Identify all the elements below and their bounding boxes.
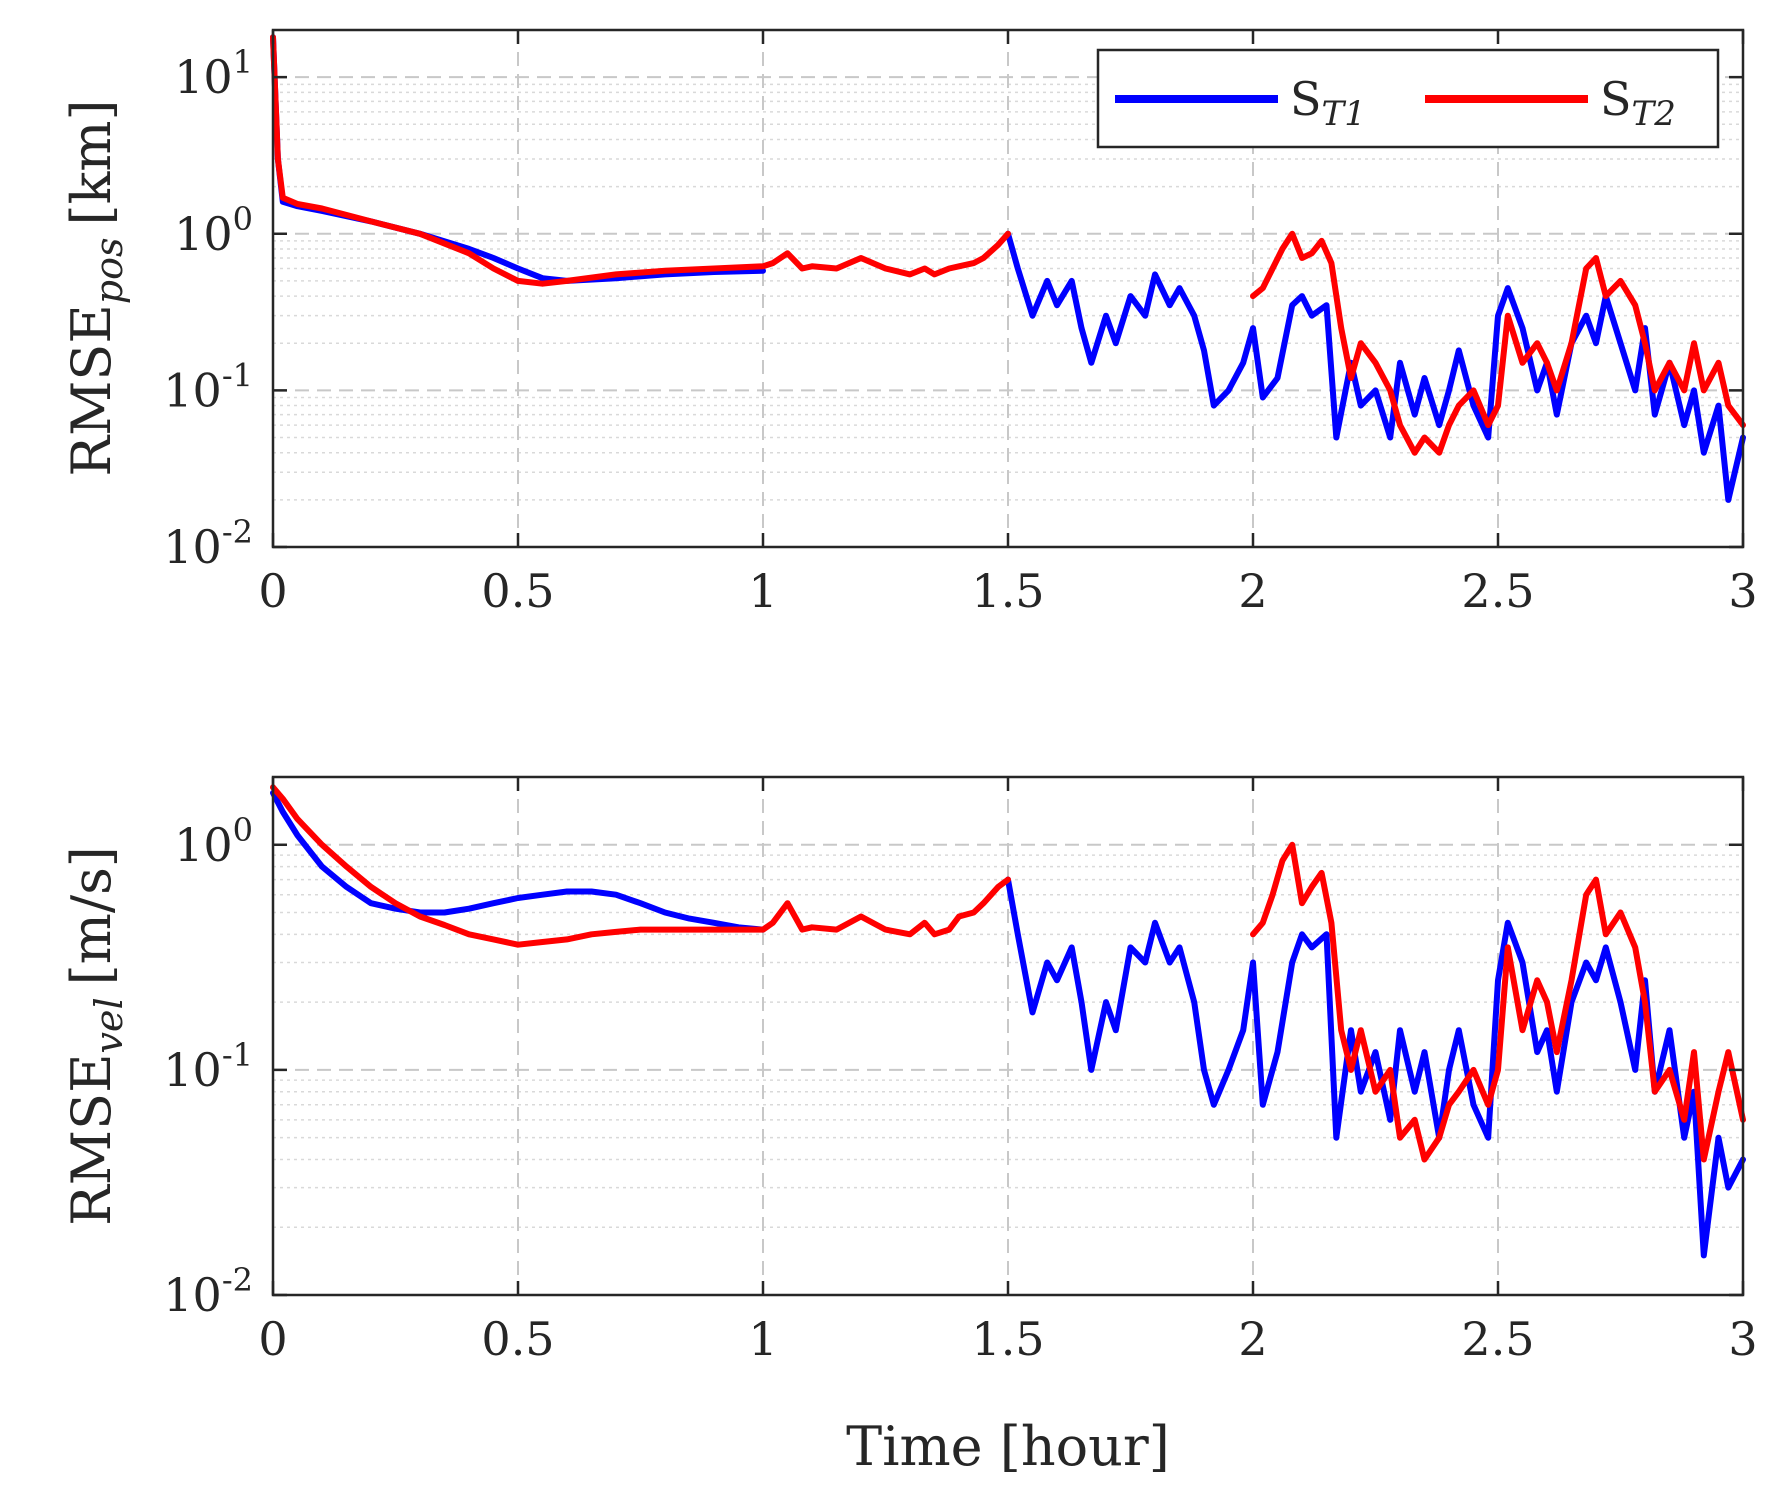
x-tick-label: 0	[258, 564, 287, 618]
x-tick-label: 2.5	[1461, 1312, 1534, 1366]
x-axis-label: Time [hour]	[846, 1415, 1170, 1478]
y-tick-label: 100	[174, 200, 253, 261]
x-tick-label: 0.5	[481, 1312, 554, 1366]
y-tick-label: 10-1	[163, 356, 253, 417]
bottom-panel: 10-2 10-1 100 0 0.5 1 1.5 2 2.5 3 RMSEvel [m/s] T…	[60, 775, 1758, 1478]
legend-label-s-t1: ST1	[1290, 72, 1366, 134]
top-y-ticks: 10-2 10-1 100 101	[163, 43, 1743, 574]
x-tick-label: 2	[1238, 1312, 1267, 1366]
series-line-s-t2	[1250, 841, 1746, 1163]
y-tick-label: 101	[174, 43, 253, 104]
x-tick-label: 1	[748, 564, 777, 618]
y-tick-label: 10-1	[163, 1036, 253, 1097]
y-tick-label: 10-2	[163, 513, 253, 574]
legend-s-t1-base: S	[1290, 72, 1322, 126]
legend-s-t2-sub: T2	[1632, 94, 1676, 134]
legend-s-t1-sub: T1	[1322, 94, 1366, 134]
series-line-s-t2	[270, 34, 1011, 287]
bottom-ylabel-base: RMSE	[60, 1053, 123, 1225]
x-tick-label: 3	[1728, 564, 1757, 618]
bottom-ylabel-sub: vel	[87, 997, 131, 1053]
y-tick-label: 10-2	[163, 1261, 253, 1322]
top-panel: 10-2 10-1 100 101 0 0.5 1 1.5 2 2.5 3 RMSEpos [km]…	[60, 28, 1758, 618]
series-line-s-t1	[1005, 876, 1746, 1259]
x-tick-label: 2	[1238, 564, 1267, 618]
x-tick-label: 1.5	[971, 1312, 1044, 1366]
series-line-s-t2	[270, 784, 1011, 948]
bottom-y-ticks: 10-2 10-1 100	[163, 811, 1743, 1322]
y-tick-label: 100	[174, 811, 253, 872]
top-y-axis-label: RMSEpos [km]	[60, 99, 131, 476]
top-ylabel-sub: pos	[87, 237, 131, 304]
legend: ST1 ST2	[1096, 48, 1720, 149]
x-tick-label: 0	[258, 1312, 287, 1366]
bottom-x-ticks: 0 0.5 1 1.5 2 2.5 3	[258, 777, 1758, 1366]
x-tick-label: 2.5	[1461, 564, 1534, 618]
top-series-lines	[270, 34, 1746, 503]
series-line-s-t1	[270, 789, 766, 933]
bottom-ylabel-unit: [m/s]	[60, 846, 123, 985]
legend-label-s-t2: ST2	[1600, 72, 1676, 134]
x-tick-label: 1.5	[971, 564, 1044, 618]
top-x-ticks: 0 0.5 1 1.5 2 2.5 3	[258, 30, 1758, 618]
top-ylabel-base: RMSE	[60, 304, 123, 476]
series-line-s-t1	[1005, 230, 1746, 503]
series-line-s-t2	[1250, 230, 1746, 456]
bottom-series-lines	[270, 784, 1746, 1259]
bottom-y-axis-label: RMSEvel [m/s]	[60, 846, 131, 1226]
x-tick-label: 1	[748, 1312, 777, 1366]
top-ylabel-unit: [km]	[60, 99, 123, 225]
legend-s-t2-base: S	[1600, 72, 1632, 126]
x-tick-label: 3	[1728, 1312, 1757, 1366]
x-tick-label: 0.5	[481, 564, 554, 618]
